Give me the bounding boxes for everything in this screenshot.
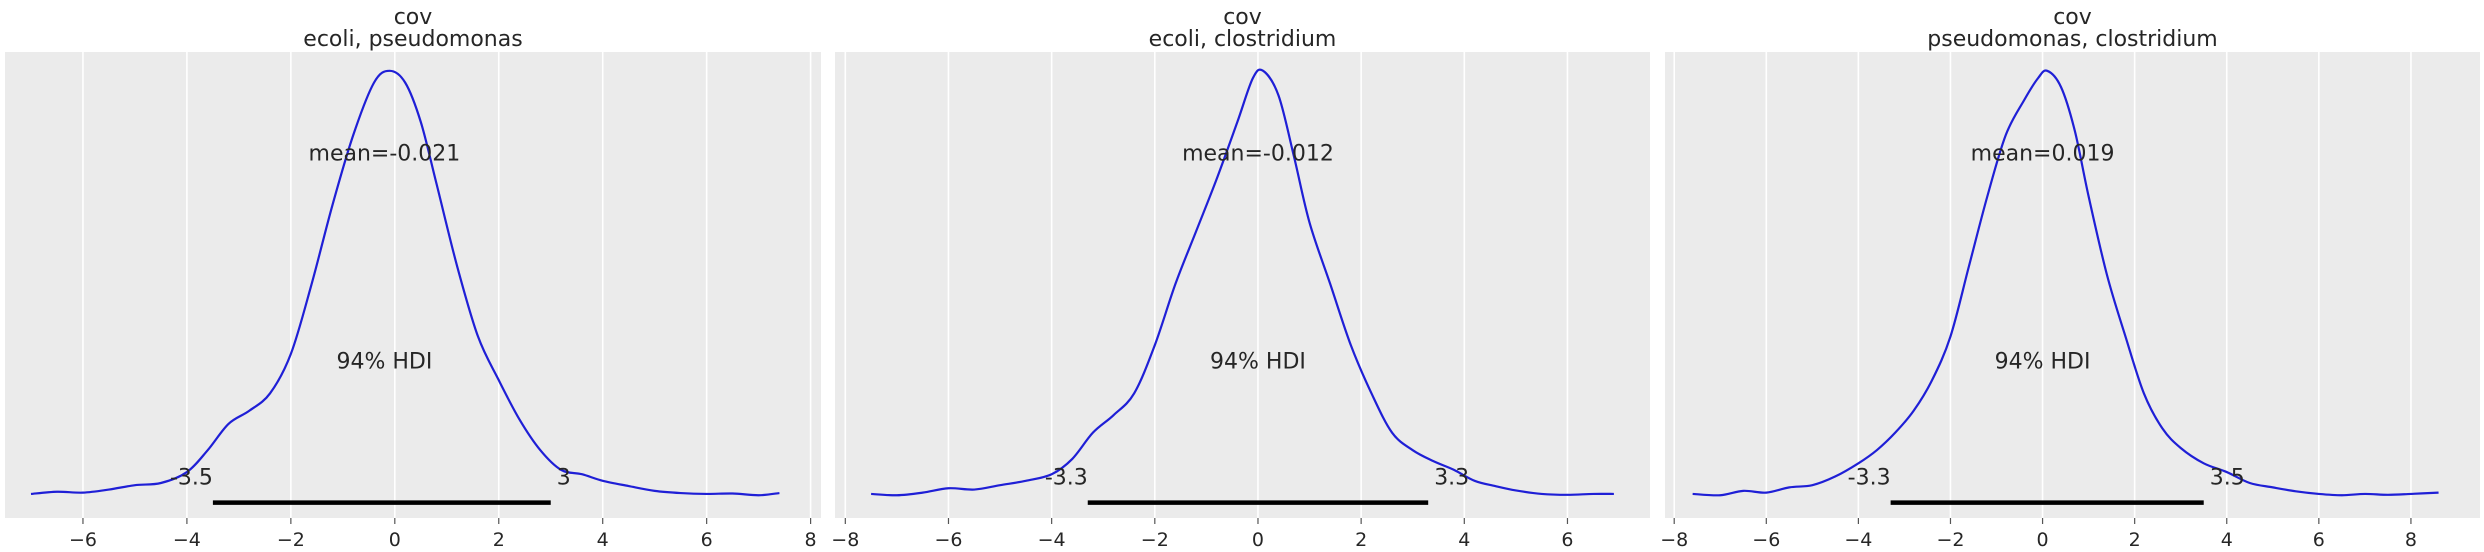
plot-area-background — [835, 52, 1650, 518]
x-tick-label: 0 — [2037, 529, 2049, 551]
hdi-lower-label: -3.5 — [170, 465, 213, 490]
panel-subtitle: ecoli, clostridium — [1149, 27, 1337, 52]
mean-label: mean=-0.012 — [1182, 142, 1334, 167]
mean-label: mean=0.019 — [1971, 142, 2115, 167]
density-curve — [871, 68, 1614, 497]
x-tick-label: −2 — [277, 529, 305, 551]
hdi-lower-label: -3.3 — [1848, 465, 1891, 490]
x-tick-label: 4 — [2221, 529, 2233, 551]
panel-title: cov — [1223, 5, 1262, 30]
x-tick-label: −8 — [1660, 529, 1688, 551]
plot-area-background — [1665, 52, 2480, 518]
x-tick-label: 6 — [2313, 529, 2325, 551]
panel-subtitle: ecoli, pseudomonas — [303, 27, 522, 52]
density-curve — [30, 69, 780, 497]
hdi-label: 94% HDI — [336, 349, 432, 374]
x-tick-label: −4 — [1844, 529, 1872, 551]
plot-area-background — [5, 52, 821, 518]
hdi-upper-label: 3 — [557, 465, 571, 490]
hdi-label: 94% HDI — [1210, 349, 1306, 374]
density-curve — [1692, 69, 2439, 497]
x-tick-label: 4 — [597, 529, 609, 551]
x-tick-label: 8 — [2405, 529, 2417, 551]
panel-subtitle: pseudomonas, clostridium — [1927, 27, 2217, 52]
x-tick-label: −8 — [831, 529, 859, 551]
x-tick-label: 6 — [701, 529, 713, 551]
hdi-upper-label: 3.3 — [1434, 465, 1469, 490]
panel-title: cov — [2053, 5, 2092, 30]
x-tick-label: −4 — [1038, 529, 1066, 551]
x-tick-label: −2 — [1936, 529, 1964, 551]
x-tick-label: 2 — [2129, 529, 2141, 551]
x-tick-label: 2 — [1355, 529, 1367, 551]
x-tick-label: −6 — [69, 529, 97, 551]
panel-title: cov — [394, 5, 433, 30]
mean-label: mean=-0.021 — [309, 142, 461, 167]
x-tick-label: 4 — [1458, 529, 1470, 551]
x-tick-label: −6 — [934, 529, 962, 551]
x-tick-label: 0 — [1252, 529, 1264, 551]
x-tick-label: −4 — [173, 529, 201, 551]
x-tick-label: −2 — [1141, 529, 1169, 551]
x-tick-label: −6 — [1752, 529, 1780, 551]
hdi-upper-label: 3.5 — [2210, 465, 2245, 490]
x-tick-label: 8 — [805, 529, 817, 551]
hdi-lower-label: -3.3 — [1045, 465, 1088, 490]
x-tick-label: 2 — [493, 529, 505, 551]
x-tick-label: 0 — [389, 529, 401, 551]
hdi-label: 94% HDI — [1995, 349, 2091, 374]
x-tick-label: 6 — [1561, 529, 1573, 551]
